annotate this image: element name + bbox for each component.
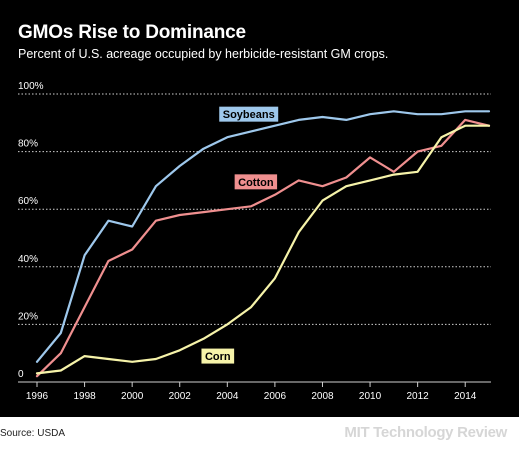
y-tick-label: 0 xyxy=(18,369,24,380)
x-tick-label: 1996 xyxy=(26,391,49,402)
cotton-series-line xyxy=(35,118,491,378)
y-tick-label: 40% xyxy=(18,254,38,265)
cotton-series-label: Cotton xyxy=(233,173,279,191)
y-tick-label: 60% xyxy=(18,196,38,207)
cotton-series-label-text: Cotton xyxy=(238,177,274,189)
brand-logo: MIT Technology Review xyxy=(344,424,507,441)
soybeans-series-line xyxy=(35,110,491,363)
x-tick-label: 2012 xyxy=(407,391,430,402)
corn-series-label-box xyxy=(200,347,236,365)
y-tick-label: 80% xyxy=(18,139,38,150)
x-tick-label: 2004 xyxy=(216,391,239,402)
soybeans-series-label: Soybeans xyxy=(218,105,280,123)
corn-series-label: Corn xyxy=(200,347,236,365)
chart-title: GMOs Rise to Dominance xyxy=(18,22,246,43)
chart-subtitle: Percent of U.S. acreage occupied by herb… xyxy=(18,47,389,61)
x-tick-label: 2008 xyxy=(311,391,334,402)
soybeans-series-label-text: Soybeans xyxy=(223,109,275,121)
x-tick-label: 2002 xyxy=(169,391,192,402)
source-note: Source: USDA xyxy=(0,428,66,439)
y-tick-label: 100% xyxy=(18,81,44,92)
x-tick-label: 2000 xyxy=(121,391,144,402)
x-tick-label: 2006 xyxy=(264,391,287,402)
y-tick-label: 20% xyxy=(18,311,38,322)
line-chart: 0 20% 40% 60% 80% 100% 1996 1998 2000 2002 2004 200… xyxy=(18,81,491,402)
corn-series-label-text: Corn xyxy=(205,351,231,363)
x-tick-label: 2010 xyxy=(359,391,382,402)
cotton-series-label-box xyxy=(233,173,279,191)
x-tick-label: 2014 xyxy=(454,391,477,402)
x-tick-label: 1998 xyxy=(73,391,96,402)
corn-series-line xyxy=(35,124,491,375)
soybeans-series-label-box xyxy=(218,105,280,123)
chart-panel xyxy=(0,0,519,417)
